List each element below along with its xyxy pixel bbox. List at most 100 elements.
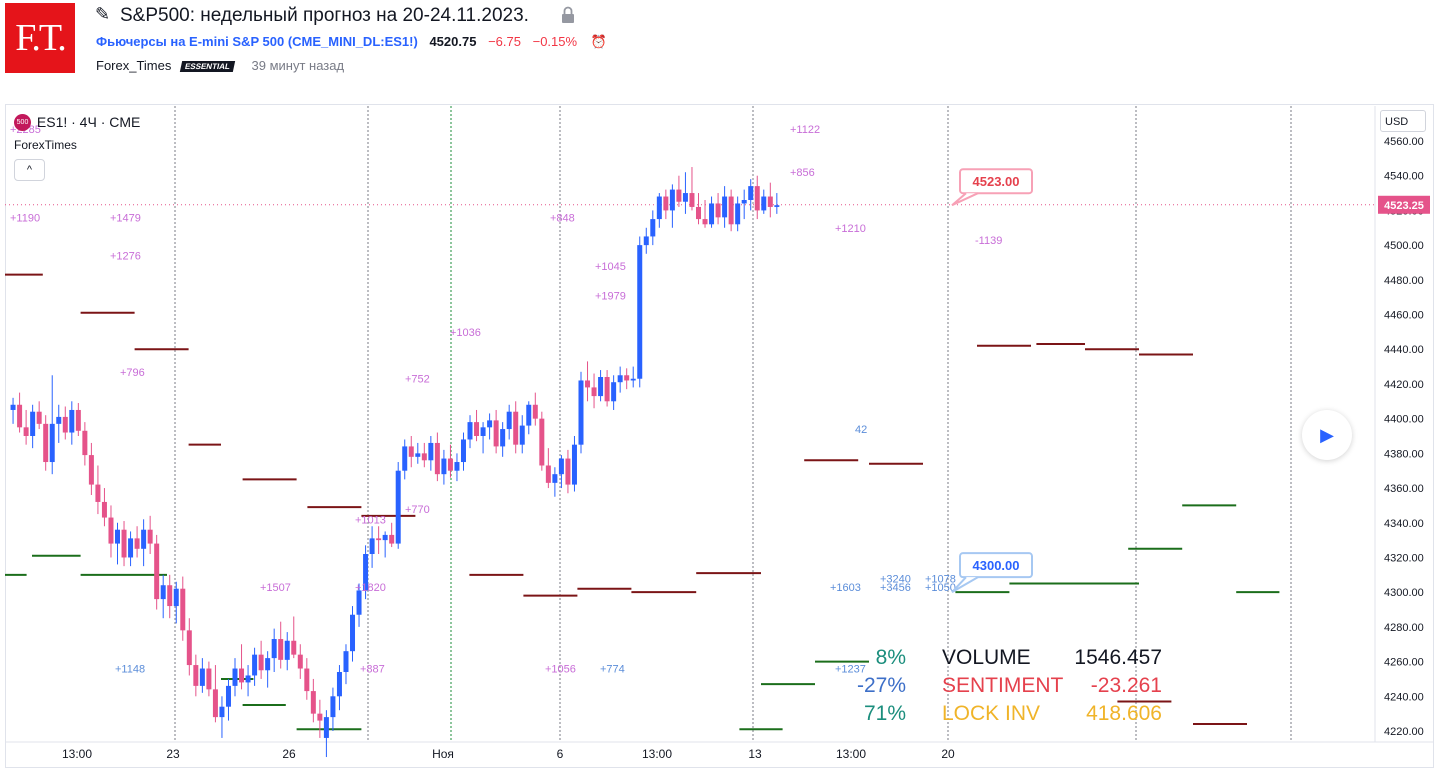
chart-frame[interactable]: [5, 104, 1434, 768]
candle-body: [382, 534, 388, 541]
candle-body: [180, 588, 186, 631]
candle-body: [43, 423, 49, 463]
candle-body: [532, 404, 538, 419]
candle-body: [147, 529, 153, 544]
y-tick-label: 4540.00: [1384, 171, 1424, 183]
candle-body: [62, 416, 68, 433]
volume-cluster-label: +1013: [355, 514, 386, 526]
play-button[interactable]: ▶: [1302, 410, 1352, 460]
candle-body: [323, 717, 329, 738]
candle-body: [271, 639, 277, 659]
candle-body: [441, 458, 447, 475]
candle-body: [225, 685, 231, 707]
candle-body: [128, 538, 134, 558]
candle-body: [585, 380, 591, 388]
candle-body: [36, 411, 42, 424]
candle-body: [728, 196, 734, 225]
legend-title[interactable]: ES1! · 4Ч · CME: [36, 114, 141, 131]
candle-body: [173, 588, 179, 607]
volume-cluster-label: +1210: [835, 223, 866, 235]
published-time: 39 минут назад: [251, 58, 345, 73]
candle-body: [754, 186, 760, 211]
candle-body: [428, 442, 434, 461]
candle-body: [376, 538, 382, 541]
volume-cluster-label: +774: [600, 664, 625, 676]
volume-cluster-label: +887: [360, 664, 385, 676]
alarm-clock-icon[interactable]: ⏰: [590, 34, 607, 49]
stat-value: -23.261: [1091, 674, 1162, 697]
candle-body: [134, 538, 140, 549]
candle-body: [611, 382, 617, 402]
candle-body: [735, 203, 741, 225]
candle-body: [578, 380, 584, 445]
volume-cluster-label: +1603: [830, 582, 861, 594]
symbol-change: −6.75: [488, 34, 521, 49]
candle-body: [741, 200, 747, 204]
volume-cluster-label: +1036: [450, 327, 481, 339]
idea-header: F.T. ✎ S&P500: недельный прогноз на 20-2…: [0, 0, 1439, 96]
currency-selector[interactable]: USD: [1380, 110, 1426, 132]
candle-body: [480, 427, 486, 436]
candle-body: [682, 193, 688, 202]
author-line: Forex_Times ESSENTIAL 39 минут назад: [96, 58, 344, 73]
candle-body: [598, 377, 604, 397]
candle-body: [23, 427, 29, 436]
volume-cluster-label: +752: [405, 374, 430, 386]
indicator-name[interactable]: ForexTimes: [14, 138, 77, 152]
volume-cluster-label: +770: [405, 504, 430, 516]
candle-body: [108, 517, 114, 544]
volume-cluster-label: -1139: [975, 235, 1002, 247]
target-up-callout: [959, 168, 1033, 195]
author-link[interactable]: Forex_Times: [96, 58, 172, 73]
candle-body: [245, 675, 251, 683]
stat-percent: 71%: [864, 702, 906, 725]
stat-percent: 8%: [876, 646, 906, 669]
candle-body: [761, 196, 767, 211]
y-tick-label: 4240.00: [1384, 691, 1424, 703]
candle-body: [421, 453, 427, 461]
stat-label: SENTIMENT: [942, 674, 1064, 697]
candle-body: [506, 411, 512, 430]
volume-cluster-label: +1056: [545, 664, 576, 676]
candle-body: [656, 196, 662, 220]
idea-title: S&P500: недельный прогноз на 20-24.11.20…: [120, 5, 529, 26]
volume-cluster-label: +1122: [790, 124, 820, 136]
volume-cluster-label: +1148: [115, 664, 145, 676]
callout-label: 4523.00: [973, 174, 1020, 189]
candle-body: [702, 219, 708, 225]
candle-body: [82, 430, 88, 456]
candle-body: [591, 387, 597, 397]
candle-body: [637, 245, 643, 379]
symbol-name-link[interactable]: Фьючерсы на E-mini S&P 500: [96, 34, 285, 49]
candle-body: [715, 203, 721, 218]
candle-body: [500, 429, 506, 447]
collapse-legend-button[interactable]: ^: [14, 159, 45, 181]
candle-body: [447, 458, 453, 471]
candle-body: [343, 651, 349, 672]
candle-body: [617, 375, 623, 383]
forex-times-logo[interactable]: F.T.: [5, 3, 75, 73]
x-tick-label: 23: [166, 747, 180, 761]
candle-body: [10, 404, 16, 410]
x-tick-label: 6: [557, 747, 564, 761]
candle-body: [49, 423, 55, 463]
symbol-change-pct: −0.15%: [532, 34, 578, 49]
candle-body: [141, 529, 147, 549]
y-tick-label: 4280.00: [1384, 622, 1424, 634]
candle-body: [493, 420, 499, 447]
x-tick-label: 13:00: [836, 747, 866, 761]
candle-body: [474, 422, 480, 436]
x-tick-label: 13:00: [62, 747, 92, 761]
y-tick-label: 4500.00: [1384, 240, 1424, 252]
candle-body: [317, 713, 323, 721]
callout-label: 4300.00: [973, 558, 1020, 573]
symbol-code-link[interactable]: (CME_MINI_DL:ES1!): [287, 34, 418, 49]
volume-cluster-label: +848: [550, 212, 575, 224]
volume-cluster-label: +1050: [925, 582, 956, 594]
y-tick-label: 4220.00: [1384, 726, 1424, 738]
volume-cluster-label: +1979: [595, 290, 626, 302]
volume-cluster-label: +1078: [925, 573, 956, 585]
target-down-callout: [959, 552, 1033, 579]
candle-body: [558, 458, 564, 475]
